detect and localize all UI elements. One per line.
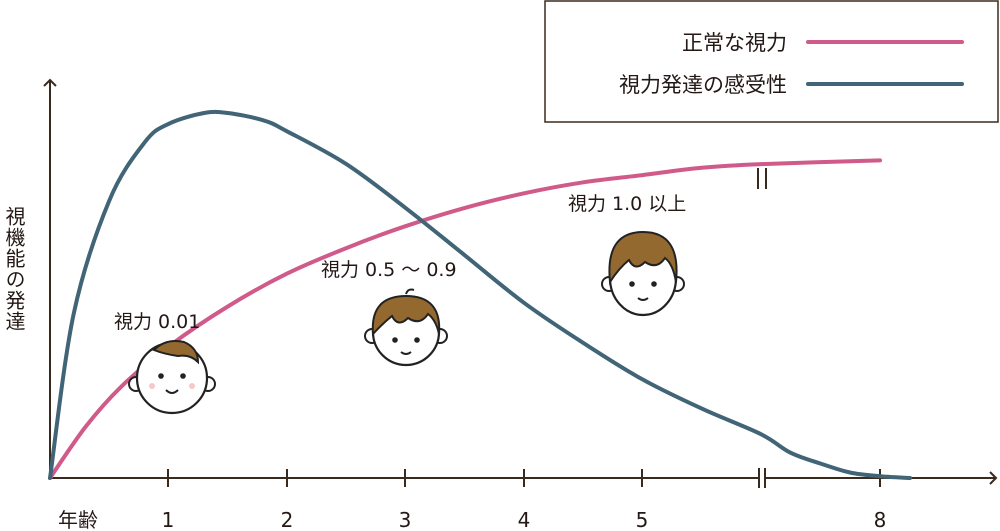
tick-label: 5 xyxy=(636,508,649,531)
annotation-vision-001: 視力 0.01 xyxy=(114,311,200,333)
x-axis-break xyxy=(758,468,766,488)
child-face-icon xyxy=(364,288,448,367)
annotation-vision-05-09: 視力 0.5 〜 0.9 xyxy=(321,259,457,281)
tick-label: 2 xyxy=(281,508,294,531)
tick-label: 8 xyxy=(874,508,887,531)
tick-label: 4 xyxy=(518,508,531,531)
series-break xyxy=(757,168,767,190)
x-axis-label: 年齢 xyxy=(58,508,98,531)
baby-face-icon xyxy=(128,340,216,415)
tick-label: 1 xyxy=(162,508,175,531)
legend-label-sensitivity: 視力発達の感受性 xyxy=(619,73,787,97)
annotation-vision-10: 視力 1.0 以上 xyxy=(568,193,686,215)
series-line-sensitivity xyxy=(48,109,912,480)
tick-label: 3 xyxy=(399,508,412,531)
legend-box xyxy=(544,0,999,123)
y-axis-label: 視機能の発達 xyxy=(2,206,26,332)
legend: 正常な視力 視力発達の感受性 xyxy=(544,0,999,123)
child-face-icon xyxy=(601,230,685,317)
legend-label-normal: 正常な視力 xyxy=(682,31,787,55)
